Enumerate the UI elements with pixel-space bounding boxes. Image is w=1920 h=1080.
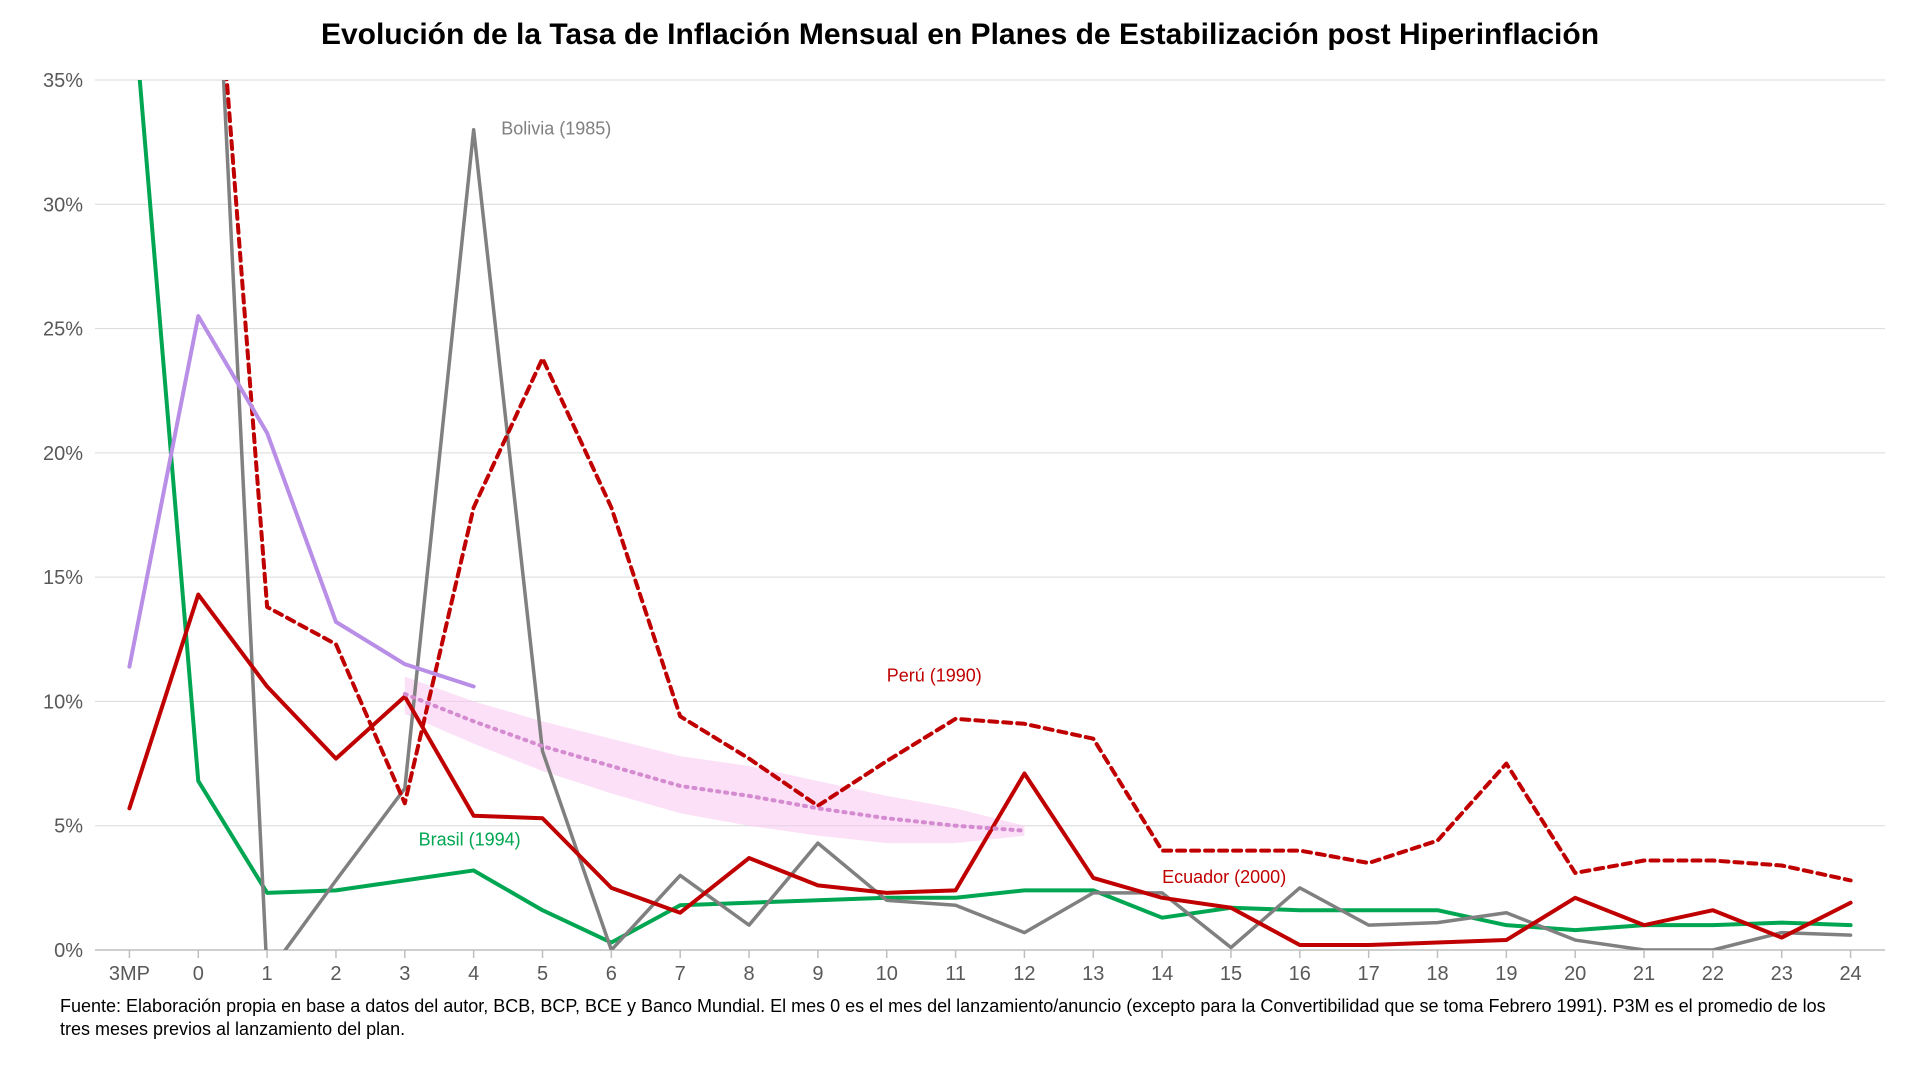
x-tick-label: 13	[1082, 963, 1104, 985]
y-tick-label: 5%	[54, 816, 83, 838]
x-tick-label: 22	[1702, 963, 1724, 985]
x-tick-label: 10	[876, 963, 898, 985]
y-tick-label: 20%	[43, 443, 83, 465]
x-tick-label: 21	[1633, 963, 1655, 985]
y-tick-label: 10%	[43, 691, 83, 713]
y-tick-label: 15%	[43, 567, 83, 589]
x-tick-label: 20	[1564, 963, 1586, 985]
x-tick-label: 0	[193, 963, 204, 985]
x-tick-label: 17	[1358, 963, 1380, 985]
x-tick-label: 6	[606, 963, 617, 985]
y-tick-label: 30%	[43, 194, 83, 216]
x-tick-label: 2	[330, 963, 341, 985]
x-tick-label: 24	[1839, 963, 1861, 985]
x-tick-label: 3	[399, 963, 410, 985]
x-tick-label: 8	[743, 963, 754, 985]
series-label: Brasil (1994)	[419, 830, 521, 850]
series-label: Perú (1990)	[887, 666, 982, 686]
x-tick-label: 1	[262, 963, 273, 985]
x-tick-label: 7	[675, 963, 686, 985]
series-label: Ecuador (2000)	[1162, 867, 1286, 887]
x-tick-label: 16	[1289, 963, 1311, 985]
y-tick-label: 25%	[43, 319, 83, 341]
x-tick-label: 9	[812, 963, 823, 985]
chart-footnote: Fuente: Elaboración propia en base a dat…	[60, 995, 1860, 1040]
y-tick-label: 0%	[54, 940, 83, 962]
y-tick-label: 35%	[43, 70, 83, 92]
x-tick-label: 3MP	[109, 963, 150, 985]
x-tick-label: 4	[468, 963, 479, 985]
x-tick-label: 14	[1151, 963, 1173, 985]
x-tick-label: 11	[945, 963, 966, 985]
x-tick-label: 12	[1013, 963, 1035, 985]
x-tick-label: 5	[537, 963, 548, 985]
x-tick-label: 15	[1220, 963, 1242, 985]
x-tick-label: 23	[1771, 963, 1793, 985]
x-tick-label: 18	[1426, 963, 1448, 985]
chart-plot: 0%5%10%15%20%25%30%35%3MP012345678910111…	[0, 0, 1920, 1080]
series-label: Bolivia (1985)	[501, 119, 611, 139]
x-tick-label: 19	[1495, 963, 1517, 985]
